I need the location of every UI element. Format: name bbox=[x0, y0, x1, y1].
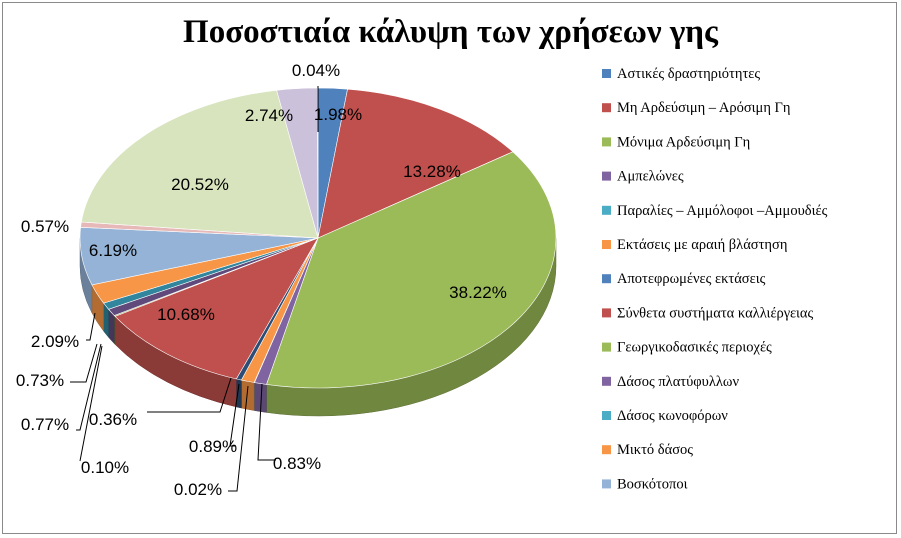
legend-item-12: Βοσκότοποι bbox=[602, 476, 688, 492]
data-label-7: 10.68% bbox=[157, 305, 215, 324]
legend-swatch-2 bbox=[602, 137, 611, 147]
legend-label-4: Παραλίες – Αμμόλοφοι –Αμμουδιές bbox=[617, 203, 828, 219]
legend-label-11: Μικτό δάσος bbox=[617, 442, 693, 458]
legend-label-1: Μη Αρδεύσιμη – Αρόσιμη Γη bbox=[617, 100, 791, 116]
legend: Αστικές δραστηριότητες Μη Αρδεύσιμη – Αρό… bbox=[602, 66, 828, 492]
data-label-14: 20.52% bbox=[171, 175, 229, 194]
leader-line-9 bbox=[76, 343, 102, 431]
data-label-11: 2.09% bbox=[31, 332, 79, 351]
data-label-0: 1.98% bbox=[314, 105, 362, 124]
data-label-1: 13.28% bbox=[403, 162, 461, 181]
data-labels: 1.98% 13.28% 38.22% 0.83% 0.02% 0.89% 0.36% 10.… bbox=[16, 61, 507, 499]
legend-label-6: Αποτεφρωμένες εκτάσεις bbox=[617, 271, 766, 287]
legend-item-10: Δάσος κωνοφόρων bbox=[602, 408, 728, 424]
leader-line-10 bbox=[70, 343, 98, 383]
leader-line-5 bbox=[229, 383, 240, 447]
pie-slices bbox=[79, 87, 557, 389]
legend-label-3: Αμπελώνες bbox=[617, 169, 684, 185]
legend-item-9: Δάσος πλατύφυλλων bbox=[602, 374, 739, 390]
legend-label-8: Γεωργικοδασικές περιοχές bbox=[617, 340, 772, 356]
leader-lines bbox=[70, 86, 319, 492]
legend-item-4: Παραλίες – Αμμόλοφοι –Αμμουδιές bbox=[602, 203, 828, 219]
legend-swatch-9 bbox=[602, 376, 611, 386]
legend-label-5: Εκτάσεις με αραιή βλάστηση bbox=[617, 237, 787, 253]
legend-item-1: Μη Αρδεύσιμη – Αρόσιμη Γη bbox=[602, 100, 791, 116]
data-label-13: 0.57% bbox=[21, 217, 69, 236]
legend-label-2: Μόνιμα Αρδεύσιμη Γη bbox=[617, 134, 750, 150]
data-label-4: 0.02% bbox=[174, 480, 222, 499]
pie-slice-1 bbox=[317, 88, 514, 239]
legend-label-7: Σύνθετα συστήματα καλλιέργειας bbox=[617, 305, 814, 321]
legend-swatch-8 bbox=[602, 342, 611, 352]
legend-item-6: Αποτεφρωμένες εκτάσεις bbox=[602, 271, 766, 287]
leader-line-11 bbox=[86, 312, 96, 341]
pie-slice-7 bbox=[114, 237, 319, 380]
slice-side-5 bbox=[241, 379, 255, 411]
leader-line-6 bbox=[147, 377, 232, 413]
legend-item-5: Εκτάσεις με αραιή βλάστηση bbox=[602, 237, 787, 253]
data-label-2: 38.22% bbox=[449, 283, 507, 302]
chart-title: Ποσοστιαία κάλυψη των χρήσεων γης bbox=[183, 14, 718, 50]
legend-swatch-0 bbox=[602, 69, 611, 78]
legend-swatch-5 bbox=[602, 240, 611, 249]
legend-swatch-12 bbox=[602, 479, 611, 489]
leader-line-3 bbox=[257, 383, 276, 461]
data-label-6: 0.36% bbox=[89, 410, 137, 429]
pie-slice-14 bbox=[81, 89, 319, 239]
legend-swatch-6 bbox=[602, 274, 611, 284]
legend-label-12: Βοσκότοποι bbox=[617, 476, 688, 492]
data-label-16: 0.04% bbox=[292, 61, 340, 80]
legend-swatch-3 bbox=[602, 171, 611, 181]
data-label-10: 0.73% bbox=[16, 371, 64, 390]
pie-slice-2 bbox=[266, 151, 557, 389]
data-label-5: 0.89% bbox=[189, 437, 237, 456]
data-label-12: 6.19% bbox=[89, 241, 137, 260]
legend-item-2: Μόνιμα Αρδεύσιμη Γη bbox=[602, 134, 750, 150]
data-label-9: 0.77% bbox=[21, 415, 69, 434]
legend-label-10: Δάσος κωνοφόρων bbox=[617, 408, 728, 424]
leader-line-8 bbox=[79, 345, 103, 462]
legend-swatch-7 bbox=[602, 308, 611, 318]
legend-swatch-11 bbox=[602, 445, 611, 455]
legend-swatch-10 bbox=[602, 411, 611, 420]
legend-item-7: Σύνθετα συστήματα καλλιέργειας bbox=[602, 305, 814, 321]
slice-side-6 bbox=[236, 378, 242, 409]
leader-line-4 bbox=[228, 385, 249, 492]
legend-label-0: Αστικές δραστηριότητες bbox=[617, 66, 760, 82]
legend-label-9: Δάσος πλατύφυλλων bbox=[617, 374, 739, 390]
legend-swatch-1 bbox=[602, 103, 611, 113]
data-label-8: 0.10% bbox=[81, 458, 129, 477]
legend-item-11: Μικτό δάσος bbox=[602, 442, 693, 458]
data-label-15: 2.74% bbox=[245, 106, 293, 125]
data-label-3: 0.83% bbox=[273, 454, 321, 473]
legend-item-0: Αστικές δραστηριότητες bbox=[602, 66, 760, 82]
legend-item-3: Αμπελώνες bbox=[602, 169, 684, 185]
legend-item-8: Γεωργικοδασικές περιοχές bbox=[602, 340, 772, 356]
legend-swatch-4 bbox=[602, 205, 611, 215]
